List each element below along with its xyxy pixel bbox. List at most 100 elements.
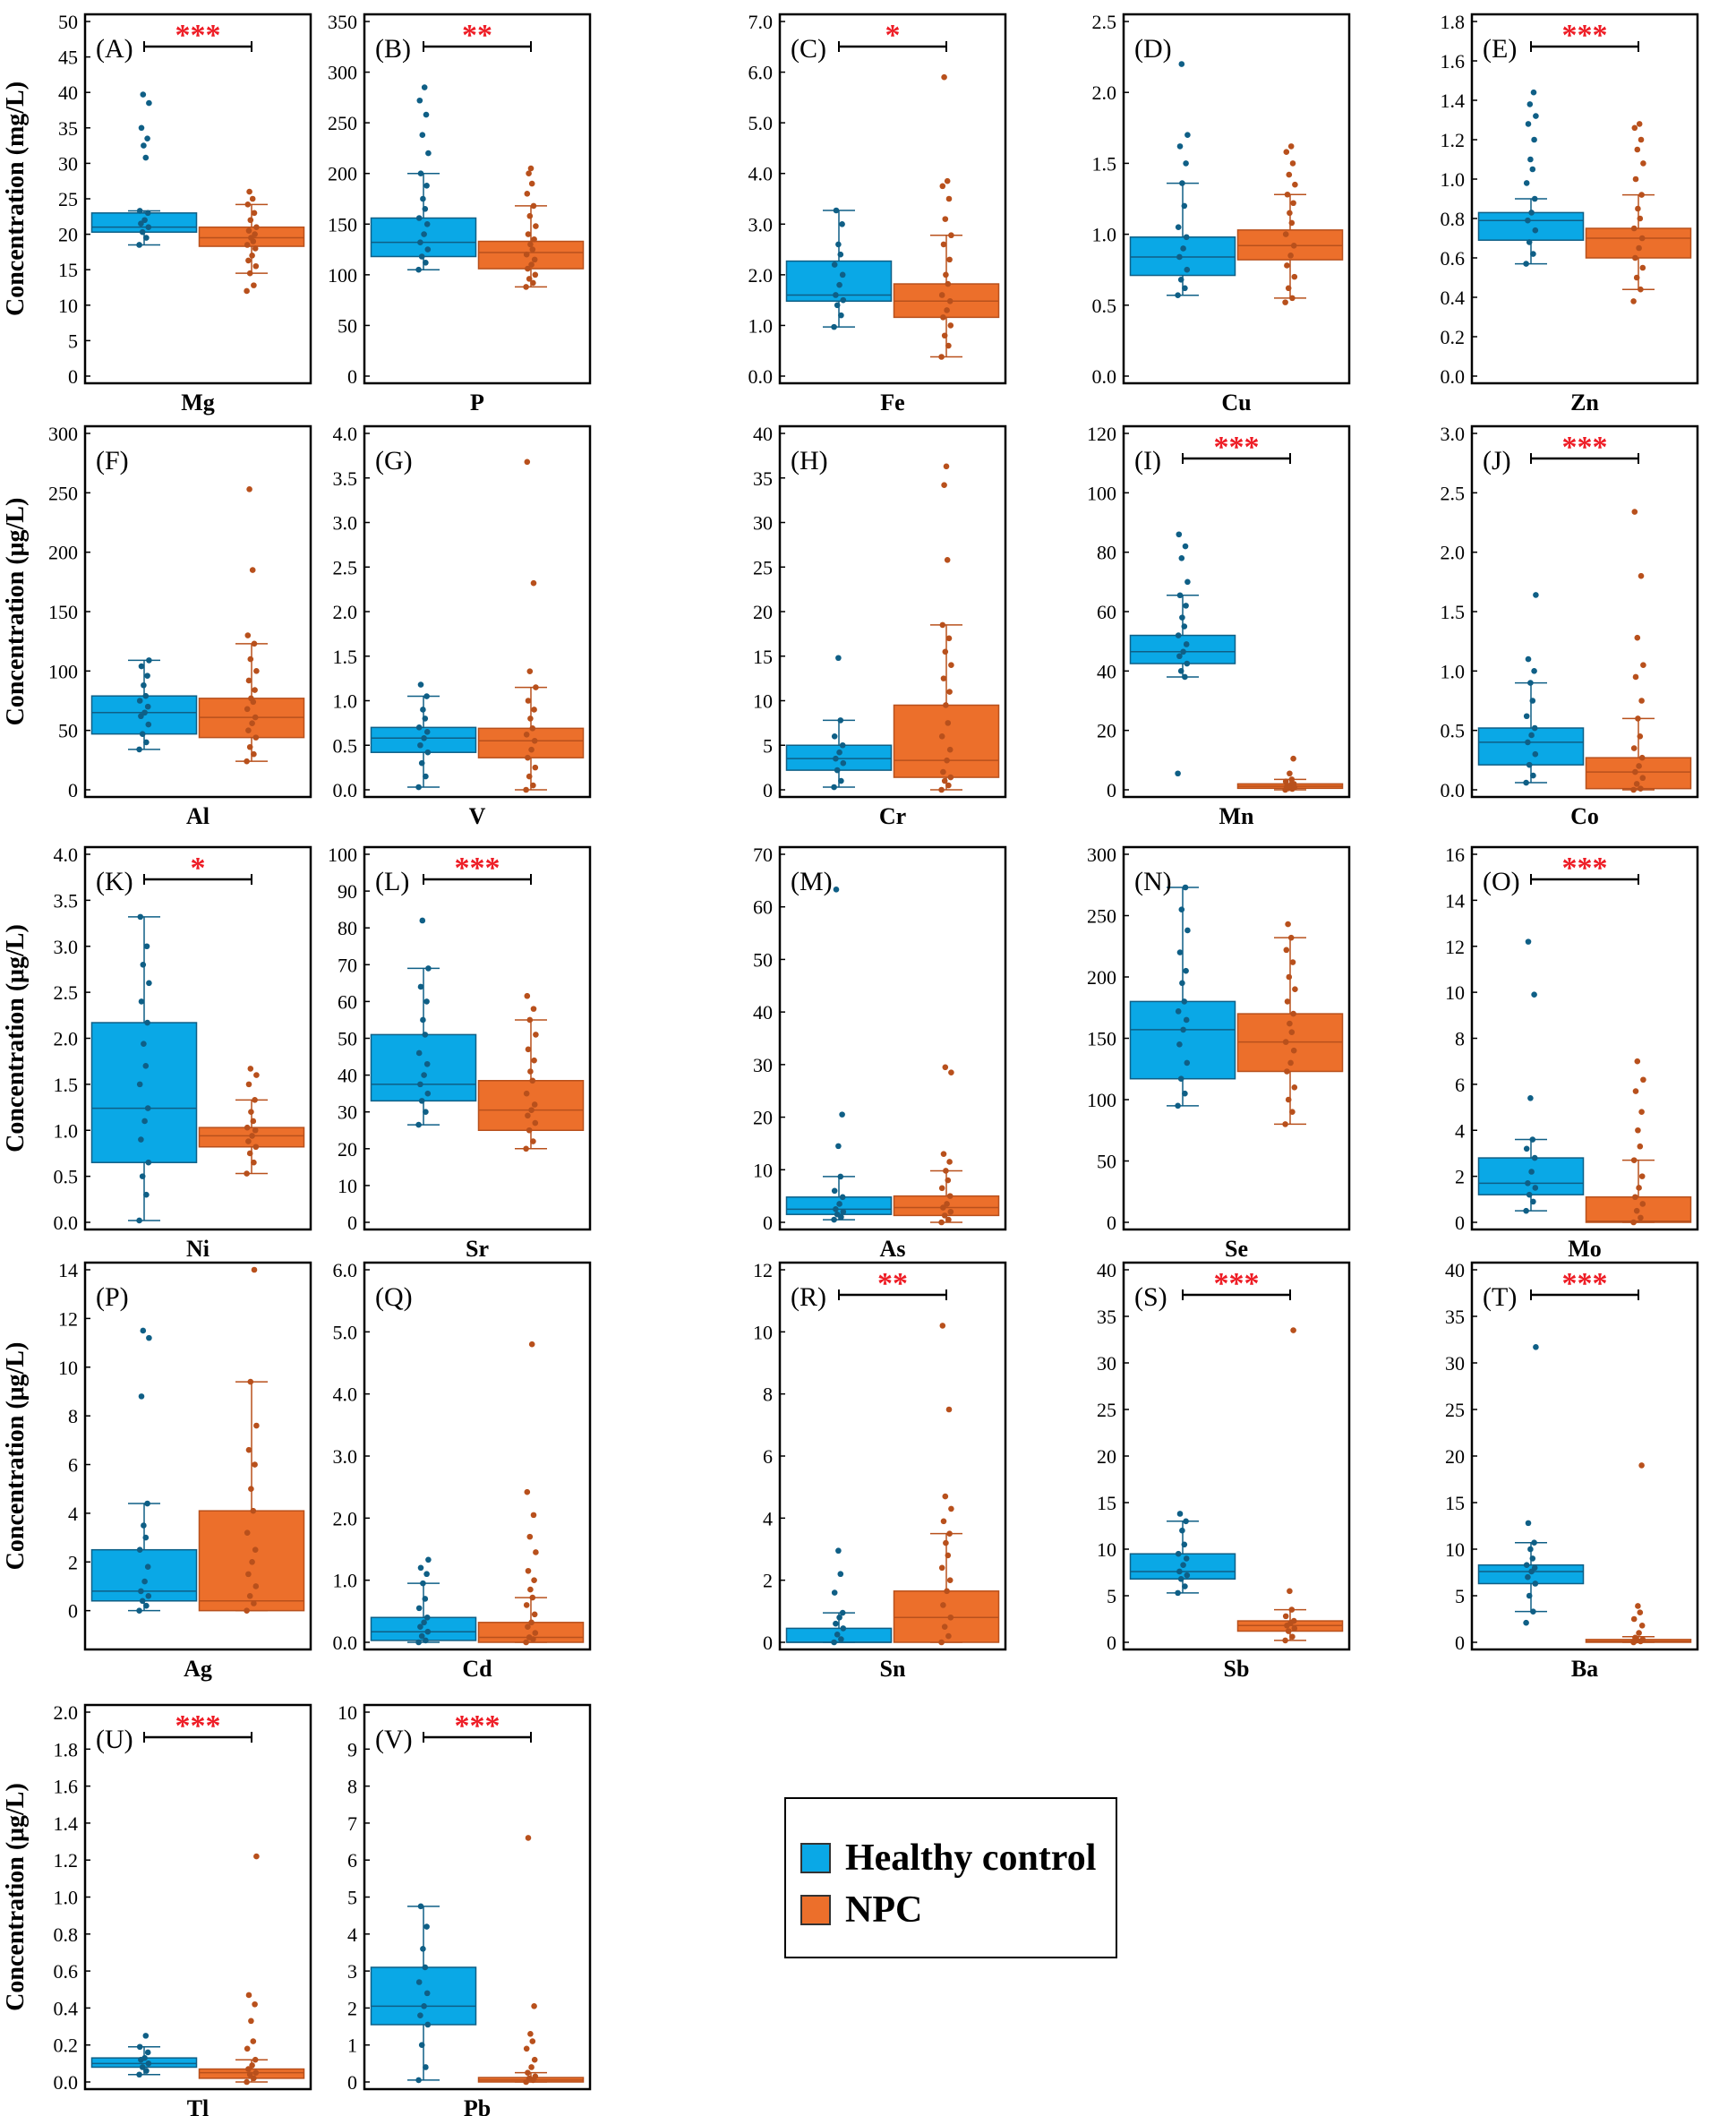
data-point	[418, 1632, 425, 1640]
y-tick-label: 60	[753, 896, 773, 919]
data-point	[418, 1098, 425, 1104]
y-tick-label: 1.0	[54, 1887, 79, 1909]
data-point	[835, 1143, 842, 1150]
panel-cr: 0 5 10 15 20 25 30 35 40 (H) Cr	[753, 423, 1007, 829]
y-tick-label: 0.0	[1092, 365, 1117, 388]
healthy-box-sr	[370, 917, 477, 1128]
data-point	[141, 1578, 148, 1585]
data-point	[1527, 1094, 1534, 1101]
data-point	[835, 1547, 842, 1555]
npc-box-ba	[1585, 1462, 1692, 1646]
y-tick-label: 25	[1445, 1399, 1465, 1421]
data-point	[415, 1121, 422, 1128]
y-tick-label: 10	[338, 1175, 357, 1197]
data-point	[941, 1212, 948, 1219]
data-point	[1182, 673, 1188, 681]
data-point	[945, 1406, 953, 1413]
data-point	[1175, 1589, 1181, 1597]
data-point	[1183, 603, 1189, 609]
data-point	[1289, 295, 1296, 302]
data-point	[246, 1150, 253, 1157]
y-tick-label: 15	[58, 259, 78, 281]
data-point	[136, 242, 142, 248]
y-tick-label: 5	[1455, 1585, 1465, 1607]
data-point	[423, 1614, 431, 1621]
data-point	[835, 241, 842, 248]
data-point	[419, 917, 426, 924]
data-point	[253, 668, 260, 674]
panel-label: (U)	[96, 1725, 133, 1754]
data-point	[526, 668, 534, 674]
data-point	[244, 1607, 250, 1614]
y-tick-label: 250	[48, 482, 78, 504]
npc-box-ni	[198, 1066, 305, 1177]
data-point	[420, 1580, 426, 1587]
data-point	[1638, 192, 1645, 198]
data-point	[833, 207, 840, 214]
data-point	[424, 246, 432, 253]
y-tick-label: 20	[1097, 720, 1116, 742]
data-point	[1176, 1568, 1183, 1575]
data-point	[250, 2038, 257, 2044]
significance-stars: ***	[1562, 1267, 1608, 1300]
data-point	[527, 165, 534, 172]
data-point	[831, 1187, 838, 1195]
data-point	[1635, 1127, 1641, 1134]
x-axis-element-name: Ba	[1571, 1656, 1598, 1682]
data-point	[1176, 143, 1184, 150]
y-tick-label: 200	[48, 542, 78, 564]
data-point	[246, 270, 253, 277]
y-tick-label: 6	[347, 1849, 357, 1872]
data-point	[1290, 1047, 1297, 1054]
y-tick-label: 25	[753, 556, 773, 578]
x-axis-element-name: As	[880, 1236, 906, 1262]
y-tick-label: 0.5	[333, 734, 358, 757]
panel-mn: 0 20 40 60 80 100 120 (I) *** Mn	[1087, 423, 1351, 829]
data-point	[141, 1522, 147, 1529]
data-point	[836, 281, 842, 288]
data-point	[1288, 219, 1296, 227]
y-tick-label: 0.0	[1441, 779, 1466, 801]
data-point	[528, 261, 534, 268]
data-point	[244, 1170, 250, 1177]
y-tick-label: 0.0	[1441, 365, 1466, 388]
y-tick-label: 2.0	[748, 264, 774, 287]
data-point	[834, 767, 841, 774]
y-tick-label: 0	[763, 1632, 773, 1654]
y-tick-label: 5	[763, 734, 773, 757]
panel-fe: 0.0 1.0 2.0 3.0 4.0 5.0 6.0 7.0 (C) * Fe	[748, 11, 1007, 415]
data-point	[1532, 750, 1539, 758]
data-point	[834, 1211, 841, 1218]
data-point	[1530, 251, 1536, 257]
panel-label: (G)	[375, 446, 413, 475]
data-point	[1632, 1634, 1638, 1641]
y-tick-label: 300	[1087, 844, 1116, 866]
data-point	[1283, 149, 1290, 156]
data-point	[144, 2049, 151, 2056]
data-point	[1525, 1520, 1532, 1527]
data-point	[420, 707, 426, 713]
panel-frame	[1470, 13, 1699, 385]
npc-box-as	[893, 1064, 1000, 1226]
data-point	[423, 182, 430, 189]
data-point	[251, 2075, 257, 2082]
data-point	[1636, 1630, 1642, 1636]
y-tick-label: 0.2	[1441, 326, 1466, 348]
data-point	[141, 681, 147, 689]
data-point	[527, 241, 534, 248]
panel-co: 0.0 0.5 1.0 1.5 2.0 2.5 3.0 (J) *** Co	[1441, 423, 1699, 829]
data-point	[1637, 733, 1644, 740]
data-point	[1290, 1617, 1297, 1624]
data-point	[1632, 1194, 1638, 1201]
panel-frame	[363, 1261, 592, 1651]
data-point	[531, 737, 538, 744]
data-point	[415, 266, 422, 273]
x-axis-element-name: Pb	[464, 2095, 491, 2116]
data-point	[1292, 986, 1298, 992]
data-point	[525, 1112, 531, 1119]
y-tick-label: 4.0	[54, 844, 79, 866]
data-point	[533, 684, 539, 690]
y-tick-label: 0	[1107, 1212, 1116, 1234]
data-point	[1530, 89, 1537, 96]
data-point	[1182, 543, 1189, 550]
